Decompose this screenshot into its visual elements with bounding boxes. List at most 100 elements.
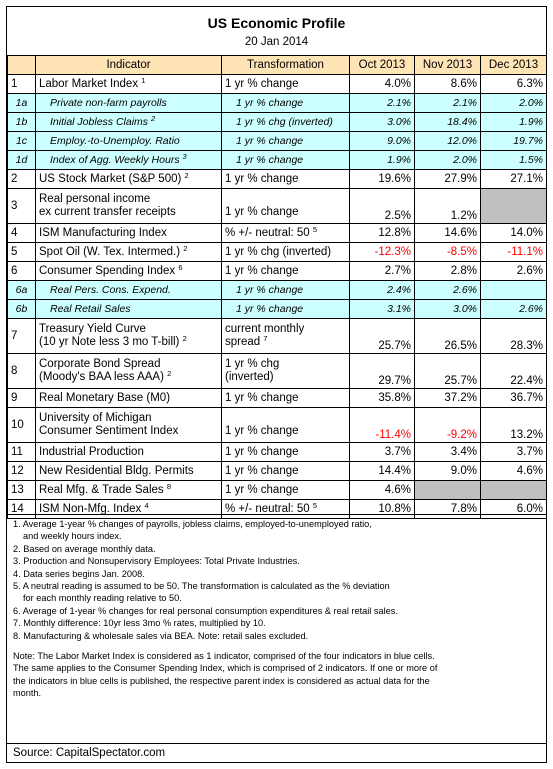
indicator-line: Real Pers. Cons. Expend. [50,283,171,296]
row-number: 6b [7,299,36,319]
table-row: 9 Real Monetary Base (M0) 1 yr % change 35.… [7,388,547,408]
row-number: 1c [7,131,36,151]
footnote: 3. Production and Nonsupervisory Employe… [13,556,300,567]
indicator-line: Industrial Production [39,445,144,458]
transformation-line: (inverted) [225,371,274,383]
transformation: 1 yr % change [221,261,350,281]
note-text-line: the indicators in blue cells is publishe… [13,675,430,686]
indicator-name: Real Monetary Base (M0) [35,388,222,408]
page-title: US Economic Profile [207,15,346,31]
value-oct: 12.8% [349,223,415,243]
transformation: 1 yr % change [221,388,350,408]
footnote: 1. Average 1-year % changes of payrolls,… [13,519,372,529]
indicator-name: Real personal income ex current transfer … [35,188,222,224]
row-number: 5 [7,242,36,262]
indicator-name: New Residential Bldg. Permits [35,461,222,481]
value-nov: 2.6% [414,280,481,300]
row-number: 10 [7,407,36,443]
value-nov: 18.4% [414,112,481,132]
indicator-line: Private non-farm payrolls [50,96,167,109]
value-nov: 27.9% [414,169,481,189]
indicator-line: Initial Jobless Claims [50,115,149,128]
transformation: current monthly spread 7 [221,318,350,354]
indicator-line: ISM Manufacturing Index [39,226,167,239]
table-row: 10 University of Michigan Consumer Sentime… [7,407,547,443]
footnote-ref: 8 [166,481,172,491]
indicator-name: Real Retail Sales [35,299,222,319]
indicator-table: Indicator Transformation Oct 2013 Nov 20… [7,55,547,519]
table-row: 12 New Residential Bldg. Permits 1 yr % ch… [7,461,547,481]
footnote: 6. Average of 1-year % changes for real … [13,605,398,616]
transformation: 1 yr % change [221,280,350,300]
table-row: 1a Private non-farm payrolls 1 yr % change… [7,93,547,113]
footnote: 4. Data series begins Jan. 2008. [13,568,145,579]
value-oct: 4.6% [349,480,415,500]
indicator-line: Treasury Yield Curve [39,323,146,335]
table-row: 11 Industrial Production 1 yr % change 3.7%… [7,442,547,462]
value-dec: 2.6% [480,299,547,319]
transformation-line: 1 yr % change [225,425,299,437]
row-number: 4 [7,223,36,243]
row-number: 12 [7,461,36,481]
indicator-line: ISM Non-Mfg. Index [39,502,142,515]
value-dec: 2.6% [480,261,547,281]
transformation-line: 1 yr % change [225,264,299,277]
header-blank [7,55,36,75]
footnote: and weekly hours index. [23,531,122,542]
transformation: 1 yr % change [221,188,350,224]
value-oct: 2.1% [349,93,415,113]
report-date: 20 Jan 2014 [244,36,309,48]
value-dec: 2.0% [480,93,547,113]
value-oct: 2.5% [349,188,415,224]
transformation-line: 1 yr % change [225,172,299,185]
value-dec: 4.6% [480,461,547,481]
footnote-ref: 2 [184,170,189,180]
value-dec: 1.5% [480,150,547,170]
indicator-line: Real Mfg. & Trade Sales [39,483,164,496]
table-row: 6b Real Retail Sales 1 yr % change 3.1% 3.0%… [7,299,547,319]
transformation: 1 yr % chg (inverted) [221,242,350,262]
value-nov [414,480,481,500]
value-nov: 1.2% [414,188,481,224]
value-dec: 1.9% [480,112,547,132]
footnote: for each monthly reading relative to 50. [23,593,182,604]
value-oct: 14.4% [349,461,415,481]
table-row: 1c Employ.-to-Unemploy. Ratio 1 yr % chang… [7,131,547,151]
transformation: 1 yr % change [221,299,350,319]
value-nov: -9.2% [414,407,481,443]
indicator-name: Real Mfg. & Trade Sales 8 [35,480,222,500]
footnote-ref: 2 [167,369,172,378]
header-oct: Oct 2013 [349,55,415,75]
transformation-line: current monthly [225,323,305,335]
footnote: 5. A neutral reading is assumed to be 50… [13,581,390,592]
value-nov: 2.1% [414,93,481,113]
value-oct: 3.7% [349,442,415,462]
transformation-line: 1 yr % change [236,283,304,296]
indicator-name: Real Pers. Cons. Expend. [35,280,222,300]
transformation-line: 1 yr % change [225,483,299,496]
indicator-line: University of Michigan [39,412,152,424]
indicator-name: US Stock Market (S&P 500) 2 [35,169,222,189]
row-number: 3 [7,188,36,224]
transformation-line: 1 yr % change [225,77,299,90]
transformation-line: 1 yr % chg (inverted) [225,245,332,258]
value-oct: 3.0% [349,112,415,132]
value-nov: 12.0% [414,131,481,151]
footnote: 7. Monthly difference: 10yr less 3mo % r… [13,618,266,629]
value-oct: 19.6% [349,169,415,189]
transformation-line: 1 yr % change [225,445,299,458]
indicator-line: Consumer Spending Index [39,264,176,277]
note-text-line: The same applies to the Consumer Spendin… [13,663,438,674]
transformation: 1 yr % change [221,169,350,189]
footnote: 8. Manufacturing & wholesale sales via B… [13,630,309,641]
indicator-name: Treasury Yield Curve (10 yr Note less 3 m… [35,318,222,354]
indicator-line: Real Retail Sales [50,302,131,315]
footnote: 2. Based on average monthly data. [13,543,156,554]
value-oct: 35.8% [349,388,415,408]
value-oct: 4.0% [349,74,415,94]
indicator-name: Corporate Bond Spread (Moody's BAA less A… [35,353,222,389]
